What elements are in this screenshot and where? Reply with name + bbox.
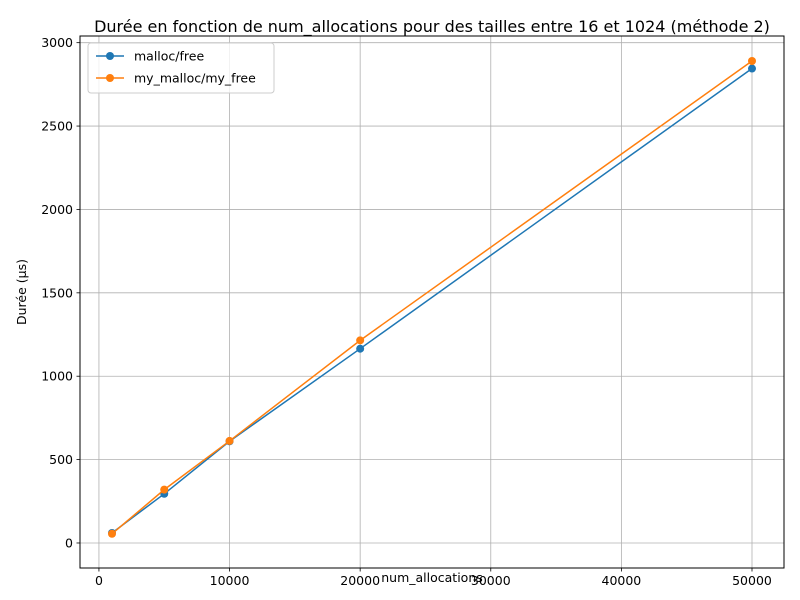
data-point [356,336,365,345]
y-axis-label: Durée (µs) [14,259,29,325]
y-tick-label: 2000 [41,202,73,217]
x-tick-label: 30000 [471,573,511,588]
data-point [748,57,756,66]
chart-title: Durée en fonction de num_allocations pou… [94,17,770,37]
data-point [108,529,116,538]
y-tick-label: 1500 [41,285,73,300]
x-axis-ticks: 0 10000 20000 30000 40000 50000 [95,568,772,588]
y-tick-label: 0 [65,535,73,550]
y-tick-label: 500 [49,452,73,467]
x-tick-label: 50000 [732,573,772,588]
plot-frame [79,35,785,569]
y-tick-label: 3000 [41,35,73,50]
x-tick-label: 40000 [602,573,642,588]
y-tick-label: 1000 [41,369,73,384]
data-point [748,64,756,73]
grid [80,36,784,568]
legend-box [87,42,275,94]
x-axis-label: num_allocations [381,570,483,585]
data-point [356,344,365,353]
y-tick-label: 2500 [41,119,73,134]
legend-swatch-marker [106,74,114,82]
x-tick-label: 0 [95,573,103,588]
data-point [225,436,234,445]
legend-swatch-marker [106,52,114,60]
legend-label: my_malloc/my_free [134,71,256,86]
legend: malloc/free my_malloc/my_free [87,42,275,94]
y-axis-ticks: 0 500 1000 1500 2000 2500 3000 [41,35,80,550]
legend-label: malloc/free [134,49,204,64]
x-tick-label: 10000 [210,573,250,588]
x-tick-label: 20000 [340,573,380,588]
series-layer [108,57,756,538]
data-point [160,485,169,494]
